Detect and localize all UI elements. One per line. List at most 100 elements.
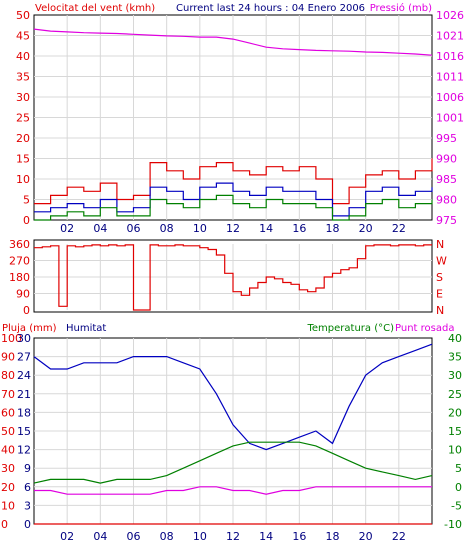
x-tick-label: 04 (93, 222, 107, 235)
x-tick-label: 12 (226, 222, 240, 235)
temperature-y-tick-label: 40 (448, 332, 462, 345)
humidity-y-tick-label: 3 (24, 499, 31, 512)
rain-y-tick-label: 10 (1, 499, 15, 512)
humidity-y-tick-label: 30 (17, 332, 31, 345)
humidity-y-tick-label: 21 (17, 388, 31, 401)
pressure-y-tick-label: 1016 (436, 50, 464, 63)
temperature-y-tick-label: 10 (448, 444, 462, 457)
direction-degree-label: 90 (16, 288, 30, 301)
rain-y-tick-label: 80 (1, 369, 15, 382)
x-tick-label: 02 (60, 222, 74, 235)
temperature-y-tick-label: 0 (455, 481, 462, 494)
pressure-y-tick-label: 1001 (436, 112, 464, 125)
wind-series (33, 28, 433, 221)
humidity-y-tick-label: 15 (17, 425, 31, 438)
rain-humidity-temperature-chart: Pluja (mm) Humitat Temperatura (°C) Punt… (1, 323, 462, 543)
x-tick-label: 04 (93, 530, 107, 543)
temperature-line (33, 441, 433, 484)
x-tick-label: 08 (160, 222, 174, 235)
wind-y-tick-label: 20 (16, 132, 30, 145)
x-tick-label: 22 (392, 222, 406, 235)
temperature-y-tick-label: 25 (448, 388, 462, 401)
humidity-y-tick-label: 0 (24, 518, 31, 531)
rain-series (33, 343, 433, 525)
temperature-y-tick-label: -5 (451, 499, 462, 512)
pressure-y-tick-label: 980 (436, 194, 457, 207)
rain-y-tick-label: 70 (1, 388, 15, 401)
pressure-y-tick-label: 995 (436, 132, 457, 145)
rain-y-tick-label: 90 (1, 351, 15, 364)
direction-series (34, 244, 432, 311)
direction-degree-label: 360 (9, 238, 30, 251)
direction-degree-label: 0 (23, 304, 30, 317)
direction-compass-label: N (436, 238, 444, 251)
dew-point-line (34, 486, 432, 495)
rain-y-tick-label: 30 (1, 462, 15, 475)
wind-line (34, 194, 433, 221)
x-tick-label: 14 (259, 530, 273, 543)
wind-speed-axis-title: Velocitat del vent (kmh) (35, 3, 155, 14)
humidity-y-ticks: 0 3 6 9 12 15 18 21 24 27 30 (17, 332, 31, 531)
rain-y-tick-label: 0 (1, 518, 8, 531)
humidity-y-tick-label: 9 (24, 462, 31, 475)
temperature-y-tick-label: 15 (448, 425, 462, 438)
x-tick-label: 22 (392, 530, 406, 543)
x-tick-label: 02 (60, 530, 74, 543)
x-tick-label: 08 (160, 530, 174, 543)
pressure-y-tick-label: 1026 (436, 9, 464, 22)
x-tick-label: 10 (193, 530, 207, 543)
rain-y-ticks: 0 10 20 30 40 50 60 70 80 90 100 (1, 332, 22, 531)
x-tick-label: 18 (326, 530, 340, 543)
direction-degree-label: 180 (9, 271, 30, 284)
direction-degree-ticks: 0 90 180 270 360 (9, 238, 30, 317)
wind-y-tick-label: 30 (16, 91, 30, 104)
wind-y-tick-label: 40 (16, 50, 30, 63)
pressure-y-tick-label: 1011 (436, 71, 464, 84)
rain-x-ticks: 02 04 06 08 10 12 14 16 18 20 22 (60, 530, 406, 543)
temperature-y-ticks: -10 -5 0 5 10 15 20 25 30 35 40 (444, 332, 462, 531)
rain-y-tick-label: 50 (1, 425, 15, 438)
direction-degree-label: 270 (9, 255, 30, 268)
wind-y-tick-label: 35 (16, 71, 30, 84)
wind-y-tick-label: 5 (23, 194, 30, 207)
wind-y-tick-label: 25 (16, 112, 30, 125)
humidity-axis-title: Humitat (66, 323, 106, 334)
temperature-y-tick-label: -10 (444, 518, 462, 531)
x-tick-label: 12 (226, 530, 240, 543)
wind-y-tick-label: 15 (16, 153, 30, 166)
rain-axis-title: Pluja (mm) (2, 323, 57, 334)
wind-line (34, 182, 433, 217)
wind-y-tick-label: 50 (16, 9, 30, 22)
humidity-y-tick-label: 27 (17, 351, 31, 364)
x-tick-label: 06 (127, 222, 141, 235)
x-tick-label: 16 (292, 530, 306, 543)
dew-point-axis-title: Punt rosada (395, 323, 454, 334)
rain-y-tick-label: 40 (1, 444, 15, 457)
wind-y-tick-label: 10 (16, 173, 30, 186)
rain-y-tick-label: 20 (1, 481, 15, 494)
x-tick-label: 16 (292, 222, 306, 235)
temperature-y-tick-label: 20 (448, 406, 462, 419)
direction-compass-label: E (436, 288, 443, 301)
wind-x-ticks: 02 04 06 08 10 12 14 16 18 20 22 (60, 222, 406, 235)
direction-compass-label: S (436, 271, 443, 284)
x-tick-label: 10 (193, 222, 207, 235)
pressure-y-tick-label: 985 (436, 173, 457, 186)
pressure-y-tick-label: 975 (436, 214, 457, 227)
humidity-y-tick-label: 18 (17, 406, 31, 419)
chart-title: Current last 24 hours : 04 Enero 2006 (176, 3, 365, 14)
pressure-y-tick-label: 1006 (436, 91, 464, 104)
pressure-y-tick-label: 1021 (436, 30, 464, 43)
wind-line (34, 158, 433, 205)
wind-pressure-chart: Velocitat del vent (kmh) Current last 24… (16, 2, 464, 235)
temperature-axis-title: Temperatura (°C) (306, 323, 394, 334)
temperature-y-tick-label: 35 (448, 351, 462, 364)
x-tick-label: 20 (359, 530, 373, 543)
pressure-y-ticks: 975 980 985 990 995 1001 1006 1011 1016 1021 1026 (436, 9, 464, 227)
rain-y-tick-label: 60 (1, 406, 15, 419)
rain-grid (34, 338, 432, 524)
pressure-y-tick-label: 990 (436, 153, 457, 166)
